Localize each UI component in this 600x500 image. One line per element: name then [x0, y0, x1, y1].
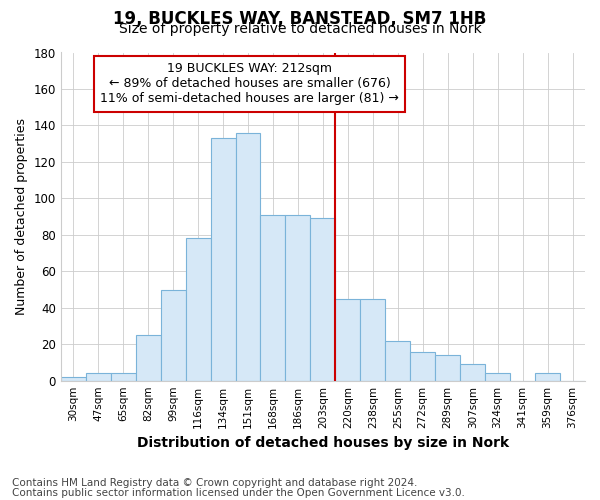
Bar: [410, 352, 435, 380]
Text: 19, BUCKLES WAY, BANSTEAD, SM7 1HB: 19, BUCKLES WAY, BANSTEAD, SM7 1HB: [113, 10, 487, 28]
Bar: [86, 374, 111, 380]
Bar: [236, 132, 260, 380]
Bar: [185, 238, 211, 380]
Bar: [61, 377, 86, 380]
Bar: [211, 138, 236, 380]
Text: Contains HM Land Registry data © Crown copyright and database right 2024.: Contains HM Land Registry data © Crown c…: [12, 478, 418, 488]
Bar: [435, 355, 460, 380]
Bar: [460, 364, 485, 380]
Text: Contains public sector information licensed under the Open Government Licence v3: Contains public sector information licen…: [12, 488, 465, 498]
Bar: [361, 298, 385, 380]
Bar: [310, 218, 335, 380]
Bar: [485, 374, 510, 380]
Bar: [535, 374, 560, 380]
Bar: [161, 290, 185, 380]
Bar: [335, 298, 361, 380]
Text: Size of property relative to detached houses in Nork: Size of property relative to detached ho…: [119, 22, 481, 36]
Bar: [260, 215, 286, 380]
Bar: [136, 335, 161, 380]
X-axis label: Distribution of detached houses by size in Nork: Distribution of detached houses by size …: [137, 436, 509, 450]
Bar: [385, 340, 410, 380]
Text: 19 BUCKLES WAY: 212sqm  
← 89% of detached houses are smaller (676)
11% of semi-: 19 BUCKLES WAY: 212sqm ← 89% of detached…: [100, 62, 399, 106]
Bar: [111, 374, 136, 380]
Bar: [286, 215, 310, 380]
Y-axis label: Number of detached properties: Number of detached properties: [15, 118, 28, 315]
